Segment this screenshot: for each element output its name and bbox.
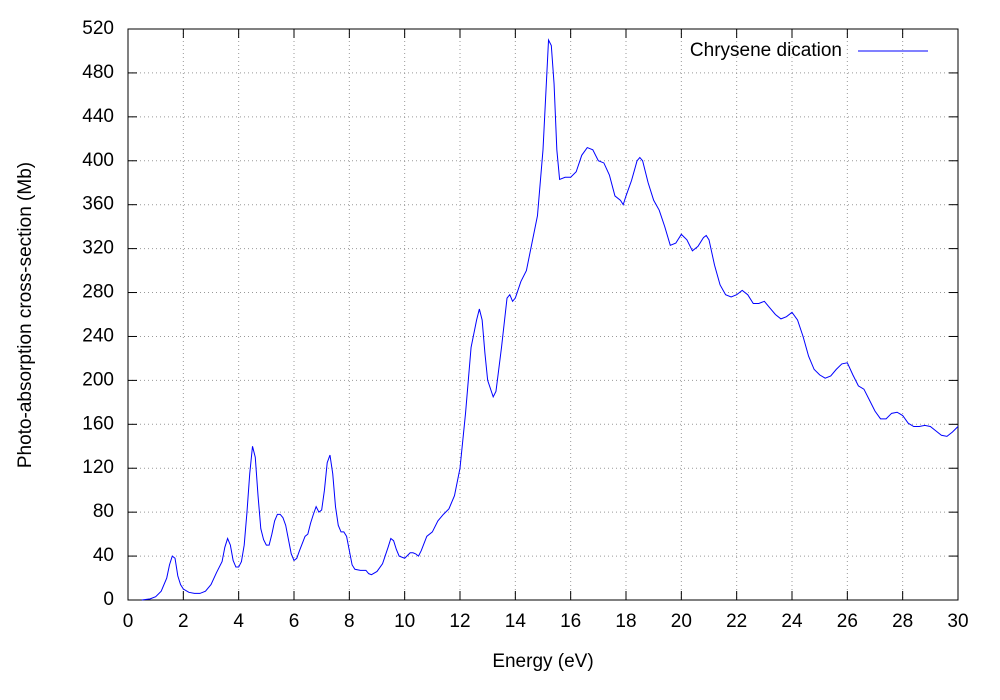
x-tick-label: 14 bbox=[505, 611, 527, 632]
x-tick-label: 4 bbox=[233, 611, 244, 632]
plot-frame bbox=[127, 28, 959, 601]
x-tick-label: 16 bbox=[560, 611, 581, 632]
x-axis-label: Energy (eV) bbox=[492, 651, 593, 672]
y-tick-label: 320 bbox=[82, 238, 114, 259]
y-tick-label: 400 bbox=[82, 150, 114, 171]
x-tick-label: 0 bbox=[123, 611, 134, 632]
x-tick-label: 30 bbox=[947, 611, 968, 632]
x-tick-label: 10 bbox=[394, 611, 415, 632]
x-tick-label: 2 bbox=[178, 611, 189, 632]
y-tick-label: 240 bbox=[82, 325, 114, 346]
y-tick-label: 160 bbox=[82, 413, 114, 434]
x-tick-label: 22 bbox=[726, 611, 747, 632]
x-tick-label: 28 bbox=[892, 611, 913, 632]
y-tick-label: 520 bbox=[82, 18, 114, 39]
x-tick-label: 8 bbox=[344, 611, 355, 632]
y-tick-label: 40 bbox=[93, 545, 114, 566]
x-tick-label: 12 bbox=[449, 611, 470, 632]
x-tick-label: 18 bbox=[615, 611, 636, 632]
x-tick-label: 26 bbox=[837, 611, 858, 632]
legend-label: Chrysene dication bbox=[690, 40, 842, 61]
x-tick-label: 6 bbox=[289, 611, 300, 632]
y-tick-label: 280 bbox=[82, 282, 114, 303]
y-axis-label: Photo-absorption cross-section (Mb) bbox=[15, 162, 36, 468]
y-tick-label: 120 bbox=[82, 457, 114, 478]
y-tick-label: 200 bbox=[82, 369, 114, 390]
y-tick-label: 360 bbox=[82, 194, 114, 215]
data-line bbox=[141, 38, 959, 601]
y-tick-label: 80 bbox=[93, 501, 114, 522]
y-tick-label: 0 bbox=[103, 589, 114, 610]
x-tick-label: 20 bbox=[671, 611, 692, 632]
y-tick-label: 480 bbox=[82, 62, 114, 83]
y-tick-label: 440 bbox=[82, 106, 114, 127]
x-tick-label: 24 bbox=[781, 611, 803, 632]
